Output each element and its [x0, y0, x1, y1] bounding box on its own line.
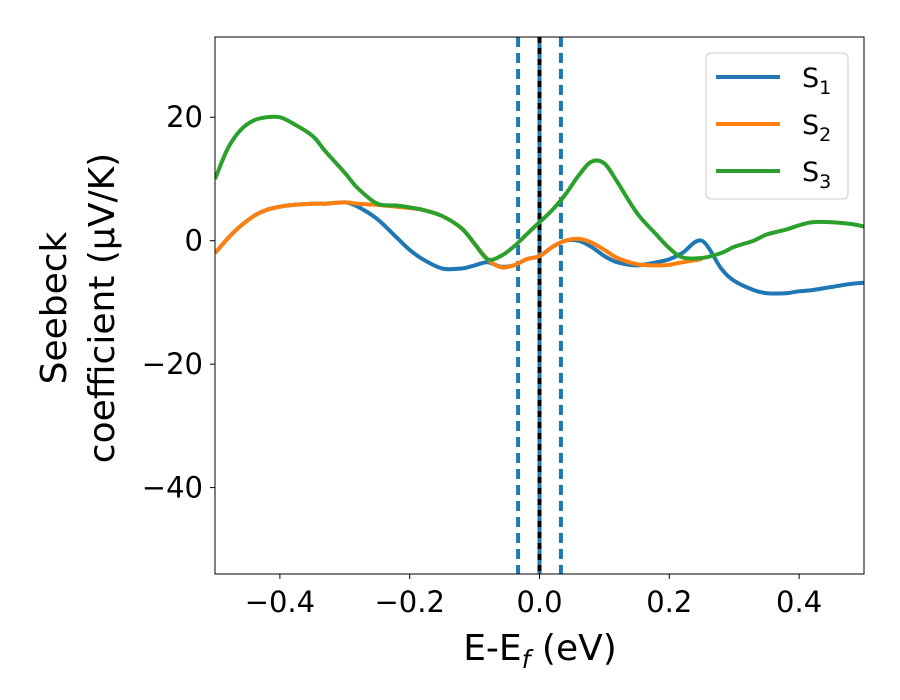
y-axis-label: Seebeck coefficient (μV/K)	[34, 153, 123, 463]
x-tick-label: 0.4	[776, 585, 822, 619]
y-axis-label-line1: Seebeck	[34, 231, 75, 384]
legend-entry-s3: S3	[716, 157, 831, 193]
x-axis-label-main: E-E	[463, 628, 521, 669]
y-tick-label: −40	[142, 471, 203, 505]
x-axis-label: E-Ef (eV)	[463, 628, 617, 674]
series-line-s3	[215, 114, 864, 262]
x-tick-label: 0.0	[516, 585, 562, 619]
legend-label-s3: S3	[802, 157, 831, 193]
x-tick-label: −0.4	[245, 585, 315, 619]
x-axis-ticks: −0.4 −0.2 0.0 0.2 0.4	[245, 574, 822, 619]
y-tick-label: −20	[142, 347, 203, 381]
y-axis-label-line2: coefficient (μV/K)	[82, 153, 123, 463]
vertical-lines-group	[516, 37, 563, 574]
series-group	[215, 114, 864, 296]
y-axis-ticks: 20 0 −20 −40	[142, 100, 215, 505]
x-tick-label: −0.2	[374, 585, 444, 619]
x-axis-label-unit: (eV)	[530, 628, 616, 669]
y-tick-label: 20	[166, 100, 203, 134]
legend-entry-s2: S2	[716, 110, 831, 146]
legend-entry-s1: S1	[716, 63, 831, 99]
legend-label-s2: S2	[802, 110, 831, 146]
legend-label-s1: S1	[802, 63, 831, 99]
legend: S1 S2 S3	[705, 52, 849, 200]
x-tick-label: 0.2	[646, 585, 692, 619]
y-tick-label: 0	[185, 224, 203, 258]
